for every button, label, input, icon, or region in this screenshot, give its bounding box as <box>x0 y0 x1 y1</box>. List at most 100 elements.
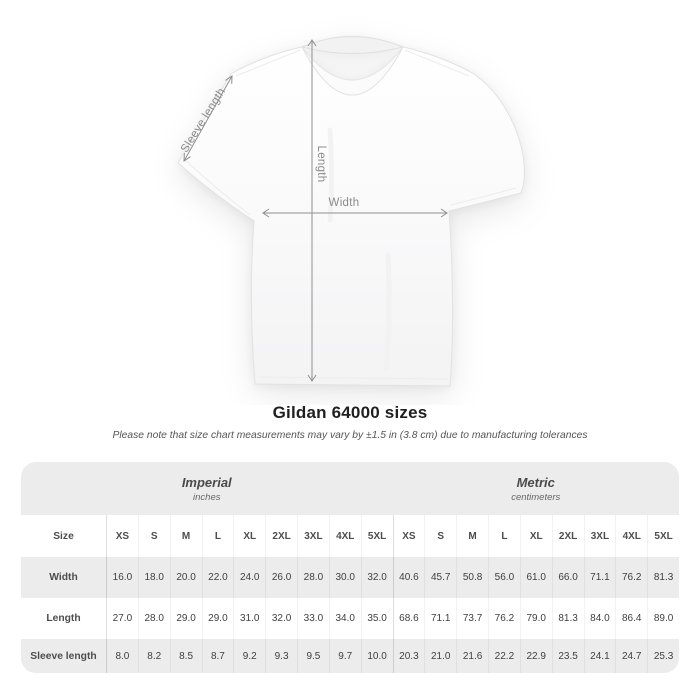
table-row: Length 27.0 28.0 29.0 29.0 31.0 32.0 33.0 34.0 35… <box>21 598 679 639</box>
size-header-cell: S <box>424 515 456 557</box>
value-cell: 9.7 <box>328 639 361 673</box>
value-cell: 24.1 <box>583 639 616 673</box>
page-title: Gildan 64000 sizes <box>272 403 428 422</box>
value-cell: 86.4 <box>615 598 647 639</box>
size-table: Imperial inches Metric centimeters Size X… <box>21 462 679 673</box>
value-cell: 81.3 <box>647 557 679 598</box>
size-header-cell: S <box>137 515 170 557</box>
size-header-cell: 5XL <box>647 515 679 557</box>
metric-sublabel: centimeters <box>511 491 561 503</box>
size-header-cell: XS <box>106 515 138 557</box>
value-cell: 22.0 <box>201 557 234 598</box>
value-cell: 23.5 <box>551 639 584 673</box>
size-header-cell: XL <box>233 515 265 557</box>
value-cell: 10.0 <box>360 639 393 673</box>
value-cell: 81.3 <box>551 598 584 639</box>
value-cell: 29.0 <box>201 598 234 639</box>
imperial-sublabel: inches <box>193 491 221 503</box>
length-label: Length <box>315 146 327 183</box>
value-cell: 27.0 <box>106 598 138 639</box>
tshirt-back-collar <box>300 36 405 54</box>
value-cell: 84.0 <box>583 598 616 639</box>
value-cell: 9.3 <box>265 639 297 673</box>
value-cell: 29.0 <box>169 598 202 639</box>
value-cell: 8.2 <box>137 639 170 673</box>
row-label: Sleeve length <box>30 650 97 662</box>
row-label: Length <box>46 613 81 624</box>
value-cell: 71.1 <box>424 598 456 639</box>
size-header-cell: M <box>169 515 202 557</box>
size-header-cell: 4XL <box>615 515 647 557</box>
value-cell: 56.0 <box>488 557 520 598</box>
value-cell: 28.0 <box>297 557 329 598</box>
value-cell: 30.0 <box>328 557 361 598</box>
value-cell: 61.0 <box>519 557 552 598</box>
size-header-cell: 2XL <box>265 515 297 557</box>
size-header-row: Size XS S M L XL 2XL 3XL 4XL 5XL XS S M L XL 2XL 3XL 4XL 5… <box>21 515 679 557</box>
value-cell: 73.7 <box>456 598 488 639</box>
value-cell: 18.0 <box>137 557 170 598</box>
value-cell: 22.2 <box>488 639 520 673</box>
size-header-cell: XL <box>519 515 552 557</box>
tshirt-seams <box>182 49 517 380</box>
value-cell: 31.0 <box>233 598 265 639</box>
value-cell: 40.6 <box>392 557 425 598</box>
value-cell: 8.0 <box>106 639 138 673</box>
size-header-cell: 5XL <box>360 515 393 557</box>
unit-header-row: Imperial inches Metric centimeters <box>21 462 679 515</box>
value-cell: 76.2 <box>615 557 647 598</box>
tshirt-folds <box>327 127 392 371</box>
size-disclaimer: Please note that size chart measurements… <box>112 430 588 441</box>
value-cell: 32.0 <box>265 598 297 639</box>
value-cell: 66.0 <box>551 557 584 598</box>
value-cell: 20.0 <box>169 557 202 598</box>
row-label: Width <box>49 572 78 583</box>
value-cell: 25.3 <box>647 639 679 673</box>
value-cell: 24.0 <box>233 557 265 598</box>
value-cell: 71.1 <box>583 557 616 598</box>
value-cell: 8.7 <box>201 639 234 673</box>
value-cell: 28.0 <box>137 598 170 639</box>
table-row: Width 16.0 18.0 20.0 22.0 24.0 26.0 28.0 30.0 32.… <box>21 557 679 598</box>
value-cell: 50.8 <box>456 557 488 598</box>
sleeve-length-arrow <box>183 75 233 162</box>
value-cell: 20.3 <box>392 639 425 673</box>
tshirt-collar <box>301 46 404 96</box>
size-header-cell: 3XL <box>583 515 616 557</box>
value-cell: 34.0 <box>328 598 361 639</box>
length-arrow <box>307 39 317 382</box>
value-cell: 45.7 <box>424 557 456 598</box>
width-arrow <box>262 208 448 218</box>
size-header-cell: 4XL <box>328 515 361 557</box>
tshirt-diagram: Width Length Sleeve length <box>177 36 525 387</box>
size-header-cell: 2XL <box>551 515 584 557</box>
size-header-cell: L <box>488 515 520 557</box>
value-cell: 21.6 <box>456 639 488 673</box>
value-cell: 22.9 <box>519 639 552 673</box>
value-cell: 9.2 <box>233 639 265 673</box>
size-column-header: Size <box>53 530 74 542</box>
metric-label: Metric <box>516 474 555 490</box>
value-cell: 76.2 <box>488 598 520 639</box>
value-cell: 24.7 <box>615 639 647 673</box>
size-header-cell: L <box>201 515 234 557</box>
tshirt-body <box>177 46 525 387</box>
value-cell: 32.0 <box>360 557 393 598</box>
value-cell: 8.5 <box>169 639 202 673</box>
value-cell: 79.0 <box>519 598 552 639</box>
imperial-unit-header: Imperial inches <box>21 462 393 515</box>
tshirt-graphic <box>177 36 525 387</box>
value-cell: 26.0 <box>265 557 297 598</box>
value-cell: 89.0 <box>647 598 679 639</box>
metric-unit-header: Metric centimeters <box>393 462 680 515</box>
size-header-cell: M <box>456 515 488 557</box>
imperial-label: Imperial <box>181 474 232 490</box>
table-row: Sleeve length 8.0 8.2 8.5 8.7 9.2 9.3 9.5 9.7 10.… <box>21 639 679 673</box>
size-header-cell: 3XL <box>297 515 329 557</box>
size-header-cell: XS <box>392 515 425 557</box>
value-cell: 68.6 <box>392 598 425 639</box>
value-cell: 33.0 <box>297 598 329 639</box>
value-cell: 9.5 <box>297 639 329 673</box>
value-cell: 35.0 <box>360 598 393 639</box>
